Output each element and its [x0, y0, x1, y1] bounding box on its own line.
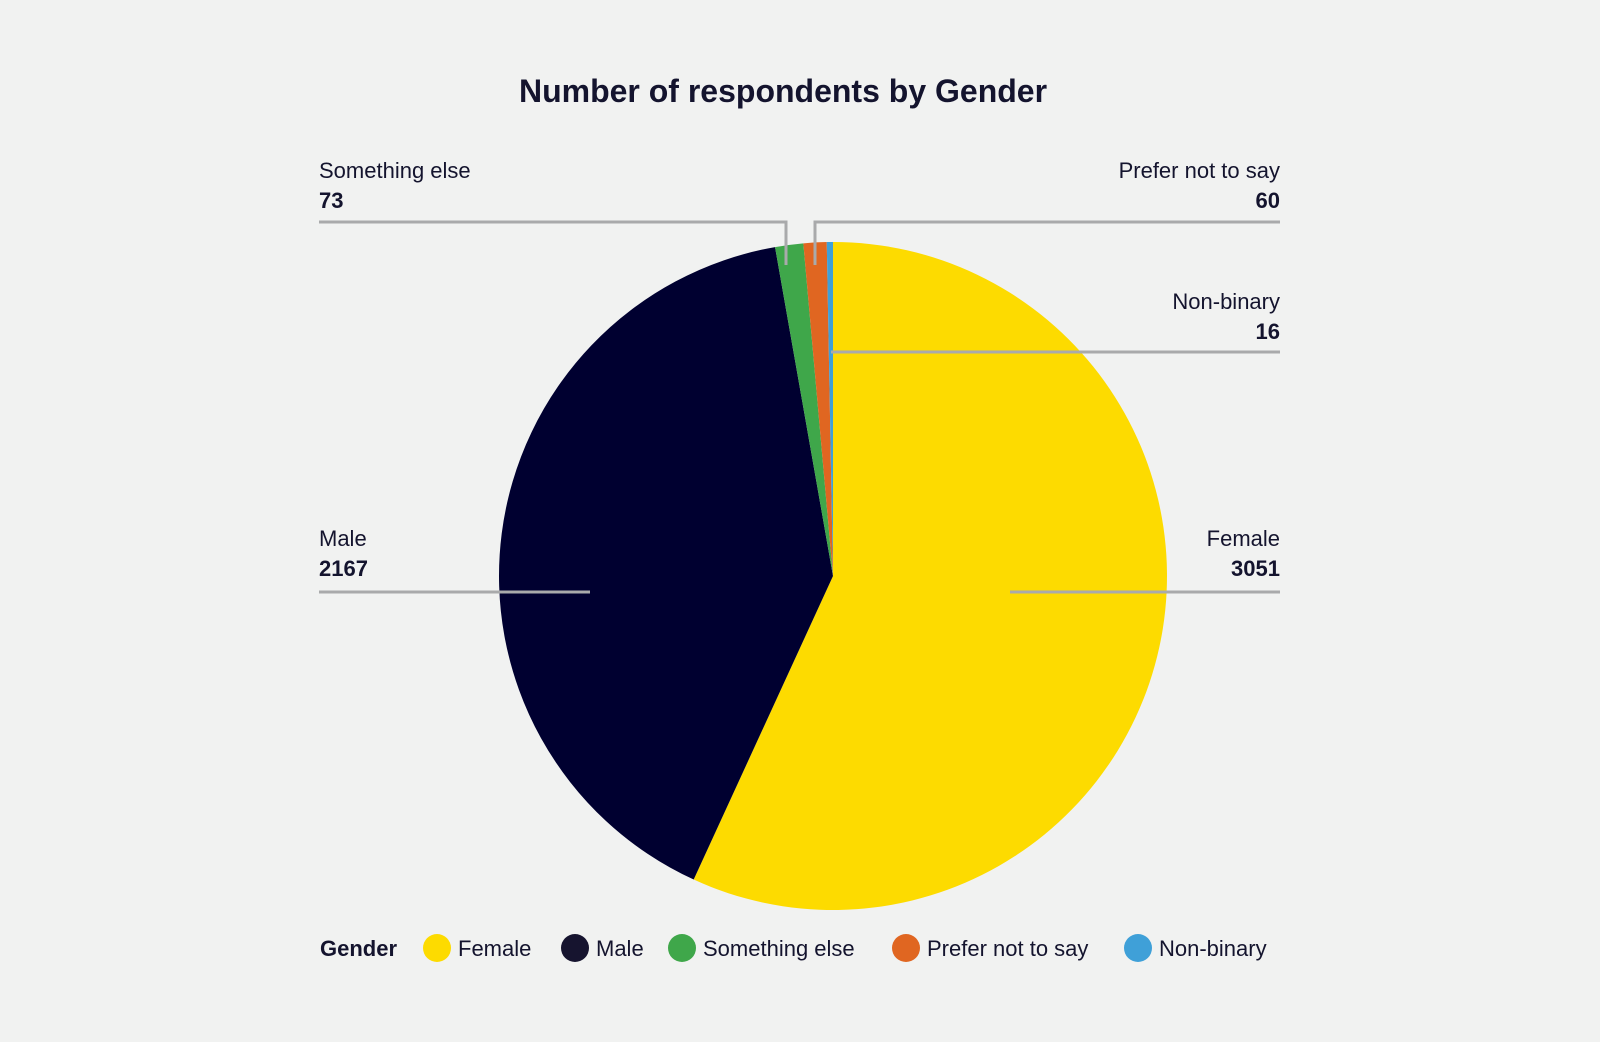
data-label-female: Female — [1207, 526, 1280, 551]
data-value-something-else: 73 — [319, 188, 343, 213]
legend-marker-non-binary — [1124, 934, 1152, 962]
pie-slice-female — [693, 242, 1167, 910]
data-value-male: 2167 — [319, 556, 368, 581]
data-label-non-binary: Non-binary — [1172, 289, 1280, 314]
data-label-prefer-not-to-say: Prefer not to say — [1119, 158, 1280, 183]
data-value-prefer-not-to-say: 60 — [1256, 188, 1280, 213]
data-label-male: Male — [319, 526, 367, 551]
pie-slice-non-binary — [826, 242, 833, 576]
leader-line-something-else — [319, 220, 788, 265]
data-value-female: 3051 — [1231, 556, 1280, 581]
data-labels: Female 3051 Male 2167 Something else 73 Prefer… — [319, 158, 1280, 581]
legend-label-something-else: Something else — [703, 936, 855, 961]
pie-slice-something-else — [775, 243, 833, 576]
legend: Gender Female Male Something else Prefer no… — [320, 934, 1267, 962]
legend-label-prefer-not-to-say: Prefer not to say — [927, 936, 1088, 961]
legend-label-non-binary: Non-binary — [1159, 936, 1267, 961]
legend-label-male: Male — [596, 936, 644, 961]
chart-title: Number of respondents by Gender — [519, 73, 1047, 109]
legend-label-female: Female — [458, 936, 531, 961]
data-value-non-binary: 16 — [1256, 319, 1280, 344]
legend-marker-male — [561, 934, 589, 962]
pie-slice-male — [498, 247, 833, 880]
legend-marker-something-else — [668, 934, 696, 962]
leader-lines — [319, 220, 1280, 594]
pie-slice-prefer-not-to-say — [803, 242, 833, 576]
data-label-something-else: Something else — [319, 158, 471, 183]
legend-marker-female — [423, 934, 451, 962]
legend-title: Gender — [320, 936, 397, 961]
legend-marker-prefer-not-to-say — [892, 934, 920, 962]
leader-line-prefer-not-to-say — [813, 220, 1280, 265]
pie-slices — [498, 242, 1167, 910]
